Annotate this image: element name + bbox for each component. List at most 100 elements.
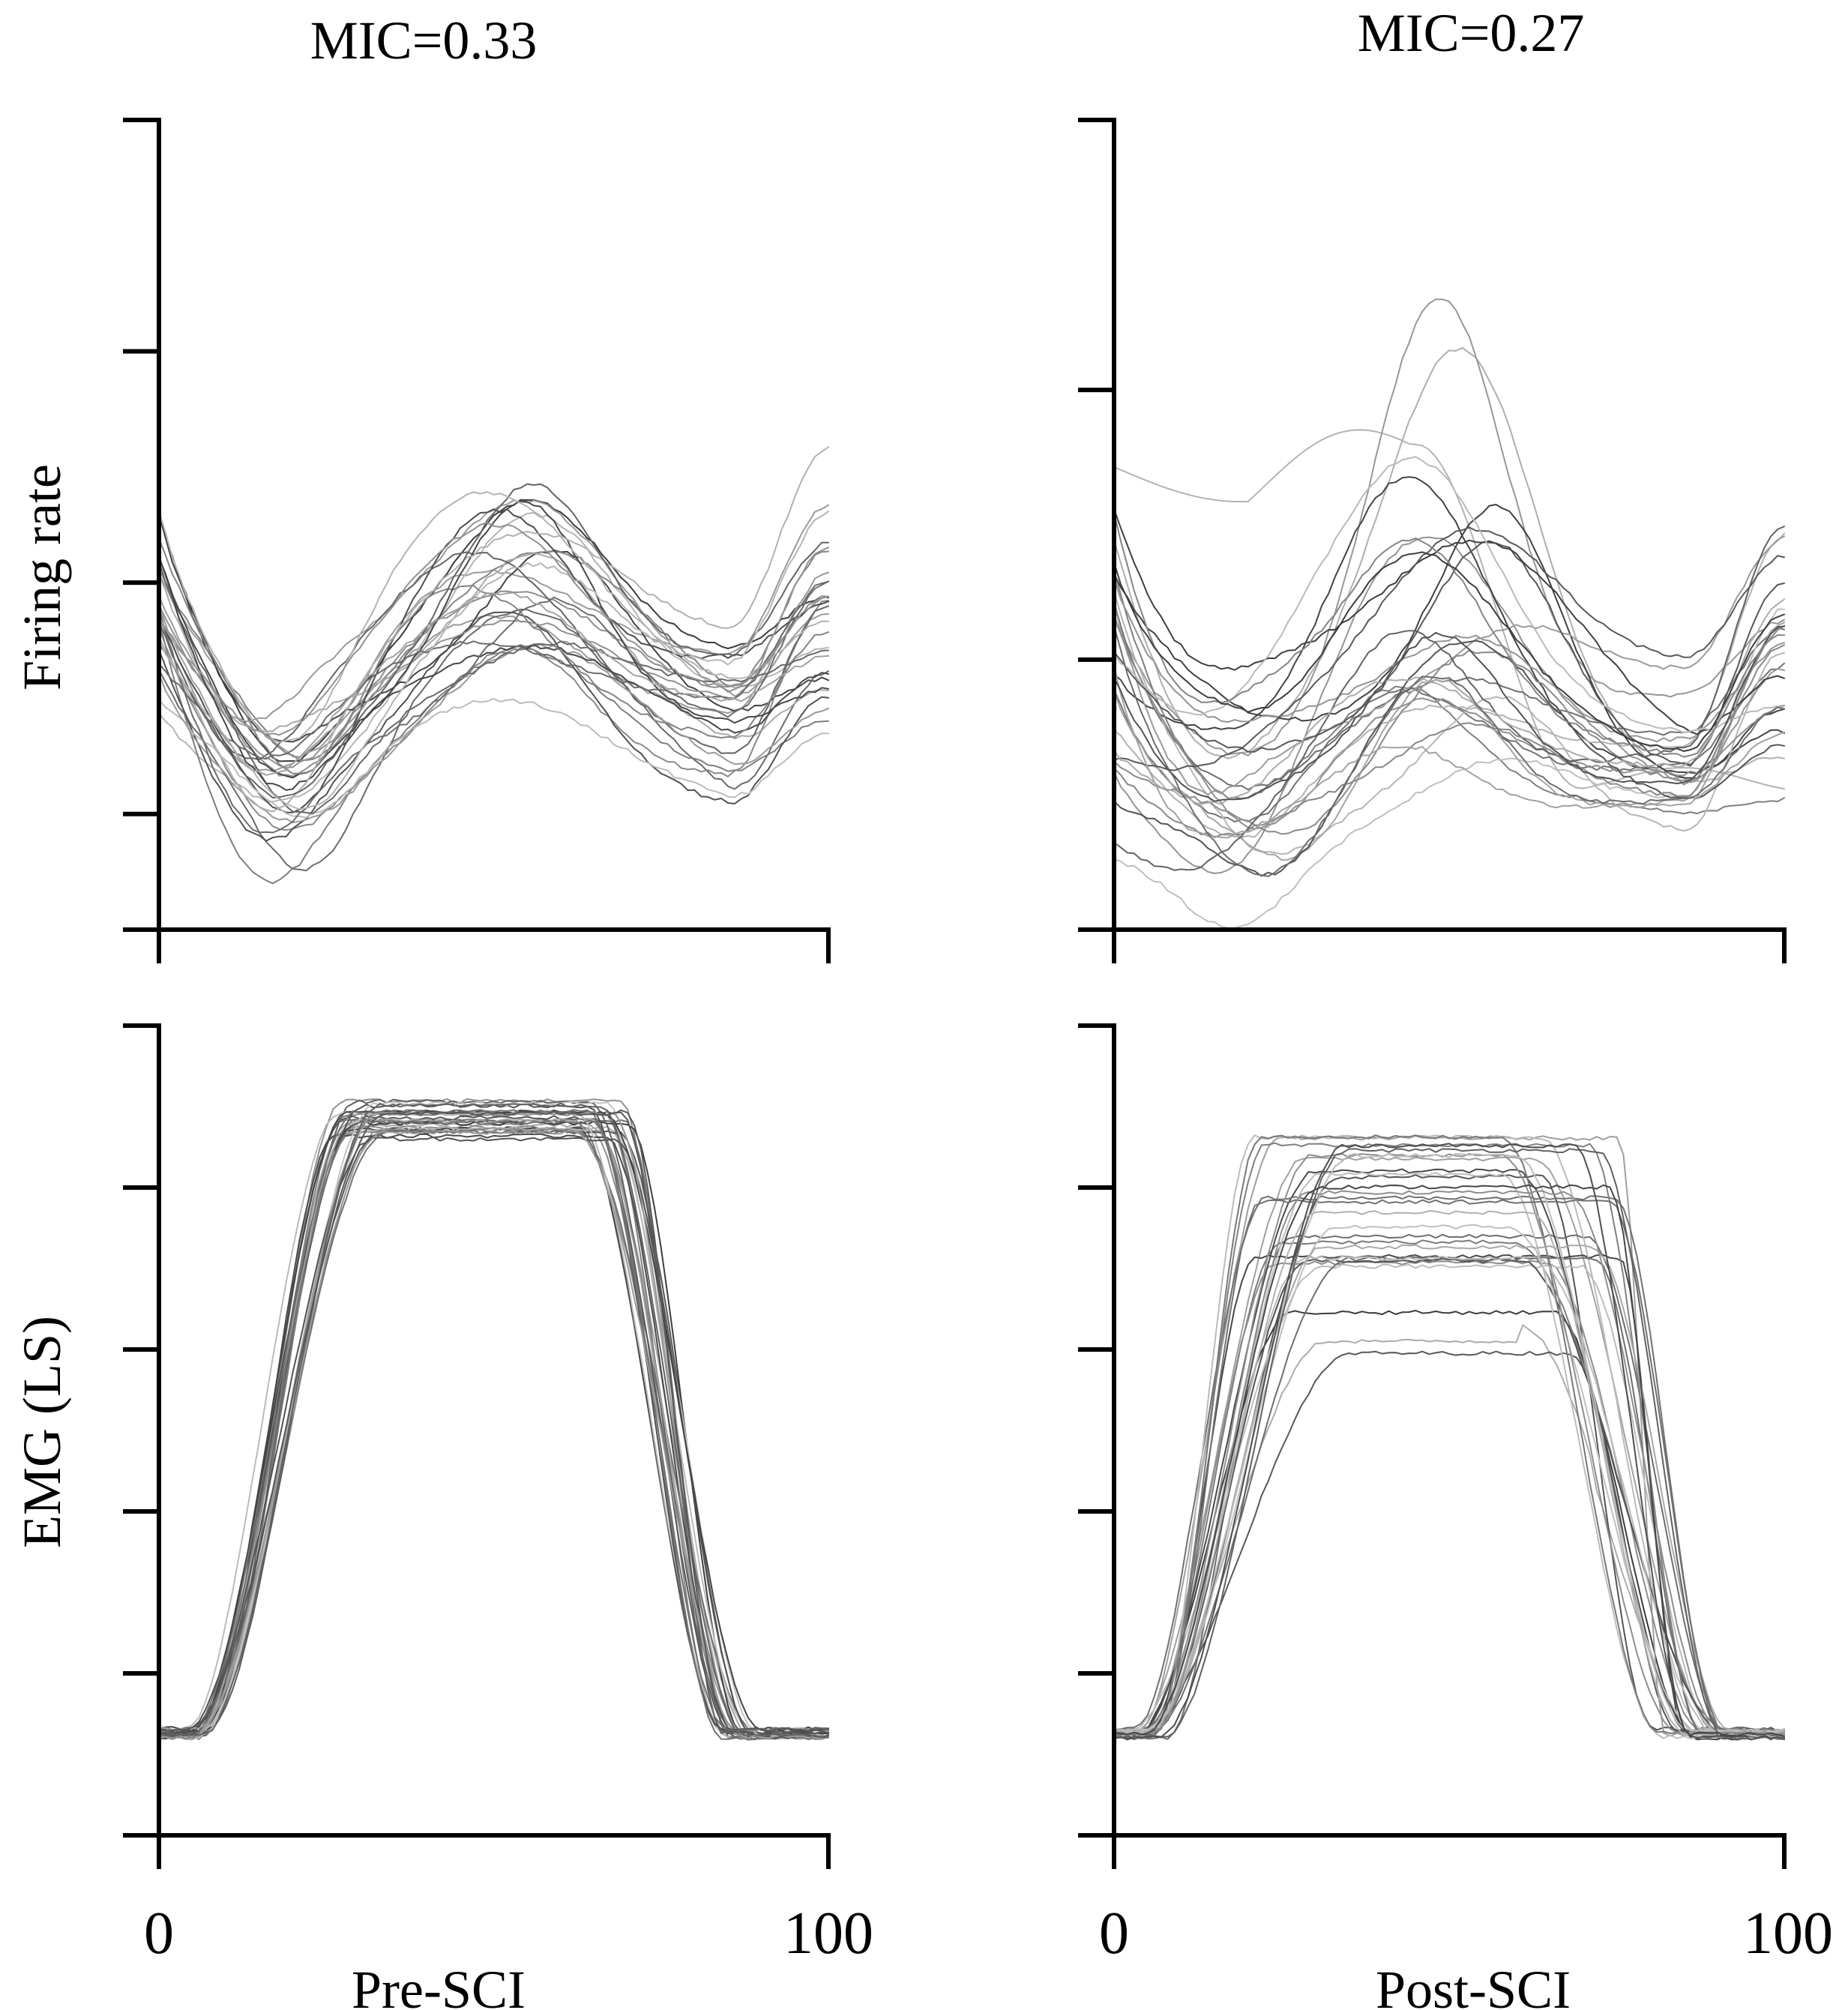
trace-pre-firing-16 <box>158 698 829 819</box>
trace-pre-firing-30 <box>158 522 829 736</box>
trace-post-firing-14 <box>1113 622 1785 861</box>
trace-pre-firing-9 <box>158 553 829 740</box>
trace-post-firing-23 <box>1113 456 1785 734</box>
trace-pre-emg-10 <box>158 1129 829 1738</box>
trace-post-emg-23 <box>1113 1256 1785 1740</box>
trace-post-firing-15 <box>1113 535 1785 795</box>
trace-pre-emg-23 <box>158 1119 829 1741</box>
trace-pre-emg-1 <box>158 1119 829 1739</box>
trace-pre-emg-29 <box>158 1102 829 1739</box>
trace-pre-emg-18 <box>158 1098 829 1738</box>
trace-pre-emg-15 <box>158 1120 829 1737</box>
title-post-firing: MIC=0.27 <box>1358 3 1585 63</box>
trace-post-firing-22 <box>1113 526 1785 771</box>
traces-pre-emg <box>158 1098 829 1741</box>
panel-post-emg <box>1078 1023 1787 1869</box>
trace-post-firing-11 <box>1113 590 1785 855</box>
trace-post-emg-21 <box>1113 1244 1785 1733</box>
trace-post-emg-17 <box>1113 1142 1785 1739</box>
trace-post-emg-26 <box>1113 1148 1785 1739</box>
trace-pre-emg-17 <box>158 1109 829 1736</box>
trace-pre-firing-28 <box>158 511 829 810</box>
trace-post-emg-12 <box>1113 1258 1785 1736</box>
xtick-label-pre-0: 0 <box>144 1901 174 1967</box>
trace-pre-emg-22 <box>158 1101 829 1741</box>
trace-post-firing-20 <box>1113 541 1785 767</box>
trace-pre-firing-26 <box>158 491 829 743</box>
trace-post-emg-30 <box>1113 1184 1785 1737</box>
trace-pre-emg-12 <box>158 1133 829 1738</box>
trace-post-firing-30 <box>1113 551 1785 752</box>
trace-post-emg-24 <box>1113 1152 1785 1733</box>
trace-pre-firing-1 <box>158 499 829 762</box>
trace-post-emg-2 <box>1113 1310 1785 1740</box>
trace-pre-emg-25 <box>158 1110 829 1732</box>
trace-pre-emg-8 <box>158 1126 829 1741</box>
trace-pre-emg-9 <box>158 1118 829 1740</box>
axes-pre-emg <box>123 1023 831 1869</box>
xtick-label-post-100: 100 <box>1743 1901 1833 1967</box>
trace-pre-firing-8 <box>158 499 829 723</box>
panel-pre-firing <box>123 118 831 963</box>
trace-post-emg-20 <box>1113 1152 1785 1735</box>
trace-pre-firing-13 <box>158 611 829 842</box>
trace-post-firing-29 <box>1113 511 1785 758</box>
trace-post-emg-19 <box>1113 1134 1785 1736</box>
xlabel-pre-sci: Pre-SCI <box>352 1960 526 2010</box>
trace-post-firing-25 <box>1113 665 1785 839</box>
trace-pre-emg-28 <box>158 1129 829 1740</box>
trace-post-emg-13 <box>1113 1168 1785 1741</box>
trace-pre-emg-24 <box>158 1136 829 1739</box>
trace-pre-emg-27 <box>158 1109 829 1733</box>
trace-pre-emg-3 <box>158 1122 829 1738</box>
trace-post-firing-18 <box>1113 640 1785 877</box>
trace-post-emg-15 <box>1113 1172 1785 1739</box>
trace-pre-firing-12 <box>158 590 829 777</box>
axes-post-firing <box>1078 118 1787 963</box>
trace-post-emg-3 <box>1113 1350 1785 1733</box>
trace-pre-firing-25 <box>158 580 829 834</box>
trace-pre-firing-11 <box>158 599 829 831</box>
trace-pre-emg-4 <box>158 1125 829 1737</box>
trace-post-firing-4 <box>1113 298 1785 756</box>
trace-pre-firing-19 <box>158 556 829 779</box>
trace-pre-emg-19 <box>158 1110 829 1732</box>
trace-post-firing-2 <box>1113 536 1785 874</box>
trace-pre-emg-11 <box>158 1128 829 1738</box>
trace-pre-emg-2 <box>158 1127 829 1741</box>
xlabel-post-sci: Post-SCI <box>1376 1960 1571 2010</box>
trace-pre-emg-6 <box>158 1126 829 1736</box>
traces-post-emg <box>1113 1134 1785 1741</box>
trace-post-firing-24 <box>1113 625 1785 839</box>
panel-post-firing <box>1078 118 1787 963</box>
title-pre-firing: MIC=0.33 <box>310 10 538 70</box>
trace-post-emg-29 <box>1113 1143 1785 1741</box>
trace-post-firing-7 <box>1113 662 1785 823</box>
trace-pre-firing-17 <box>158 547 829 768</box>
trace-post-emg-18 <box>1113 1224 1785 1735</box>
trace-post-emg-27 <box>1113 1210 1785 1738</box>
trace-pre-emg-14 <box>158 1115 829 1736</box>
trace-pre-firing-23 <box>158 446 829 813</box>
ylabel-emg: EMG (LS) <box>12 1316 72 1548</box>
trace-pre-emg-30 <box>158 1110 829 1733</box>
trace-post-firing-21 <box>1113 508 1785 735</box>
trace-pre-firing-14 <box>158 508 829 813</box>
trace-pre-emg-21 <box>158 1103 829 1733</box>
trace-post-emg-25 <box>1113 1255 1785 1734</box>
panel-pre-emg <box>123 1023 831 1869</box>
trace-pre-firing-22 <box>158 500 829 791</box>
trace-post-firing-6 <box>1113 571 1785 815</box>
trace-post-firing-10 <box>1113 601 1785 791</box>
trace-pre-emg-13 <box>158 1129 829 1736</box>
trace-pre-firing-24 <box>158 483 829 798</box>
trace-post-firing-8 <box>1113 532 1785 838</box>
trace-post-emg-14 <box>1113 1195 1785 1732</box>
trace-pre-emg-16 <box>158 1109 829 1738</box>
trace-post-emg-7 <box>1113 1239 1785 1733</box>
trace-pre-firing-27 <box>158 580 829 760</box>
xtick-label-pre-100: 100 <box>783 1901 873 1967</box>
trace-pre-firing-20 <box>158 538 829 774</box>
traces-post-firing <box>1113 298 1785 929</box>
